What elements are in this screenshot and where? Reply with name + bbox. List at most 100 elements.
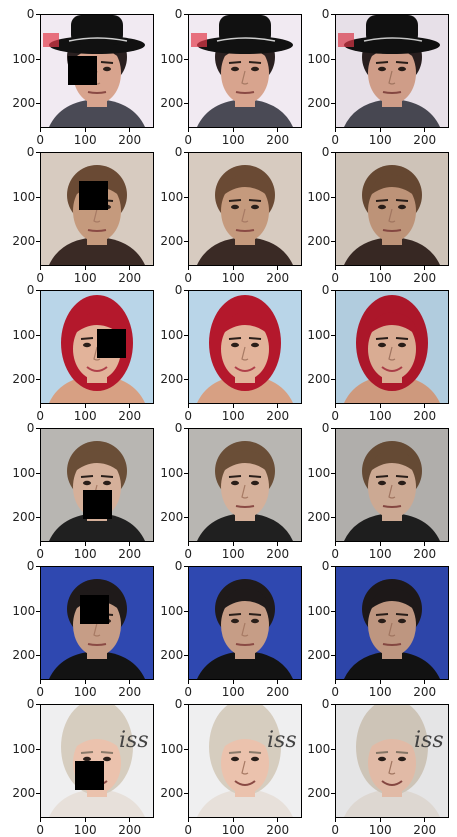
y-tick-label: 100 [307, 741, 331, 756]
tick-mark [232, 266, 234, 270]
x-tick-label: 200 [413, 823, 437, 837]
tick-mark [379, 818, 381, 822]
y-tick-label: 100 [307, 189, 331, 204]
tick-mark [36, 428, 40, 429]
y-tick-label: 200 [307, 372, 331, 387]
tick-mark [331, 517, 335, 519]
y-tick-label: 0 [174, 559, 183, 573]
x-tick-label: 200 [413, 547, 437, 561]
tick-mark [184, 566, 188, 567]
x-tick-label: 100 [221, 409, 245, 423]
occlusion-mask [80, 595, 109, 624]
tick-mark [331, 704, 335, 705]
x-tick-label: 200 [118, 133, 142, 147]
x-tick-label: 0 [36, 823, 45, 837]
tick-mark [40, 542, 41, 546]
y-tick-label: 200 [160, 786, 184, 801]
tick-mark [424, 818, 426, 822]
tick-mark [335, 542, 336, 546]
x-tick-label: 100 [73, 823, 97, 837]
tick-mark [184, 290, 188, 291]
image-panel-r3-c2 [188, 290, 302, 404]
x-tick-label: 200 [413, 133, 437, 147]
occlusion-mask [75, 761, 104, 790]
x-tick-label: 0 [184, 409, 193, 423]
tick-mark [379, 266, 381, 270]
y-tick-label: 200 [160, 648, 184, 663]
y-tick-label: 100 [160, 741, 184, 756]
occlusion-mask [79, 181, 108, 210]
face-image [336, 15, 448, 127]
tick-mark [184, 428, 188, 429]
y-tick-label: 200 [307, 96, 331, 111]
image-panel-r4-c2 [188, 428, 302, 542]
tick-mark [232, 818, 234, 822]
x-tick-label: 100 [221, 823, 245, 837]
tick-mark [36, 241, 40, 243]
y-tick-label: 100 [12, 741, 36, 756]
y-tick-label: 200 [12, 96, 36, 111]
y-tick-label: 0 [26, 145, 35, 159]
x-tick-label: 0 [331, 823, 340, 837]
face-image [336, 429, 448, 541]
tick-mark [84, 404, 86, 408]
tick-mark [36, 103, 40, 105]
figure-grid: 0 100 200 0 100 200 0 100 200 0 100 200 0 100 200 0 100 2… [12, 8, 449, 836]
tick-mark [379, 680, 381, 684]
tick-mark [331, 241, 335, 243]
tick-mark [84, 542, 86, 546]
tick-mark [188, 818, 189, 822]
face-image [189, 15, 301, 127]
image-panel-r6-c2: iss [188, 704, 302, 818]
image-panel-r5-c3 [335, 566, 449, 680]
face-image [336, 291, 448, 403]
tick-mark [188, 266, 189, 270]
x-tick-label: 100 [73, 271, 97, 285]
image-panel-r5-c1 [40, 566, 154, 680]
tick-mark [331, 103, 335, 105]
x-tick-label: 100 [368, 685, 392, 699]
face-image [41, 15, 153, 127]
tick-mark [184, 14, 188, 15]
y-tick-label: 200 [12, 786, 36, 801]
x-tick-label: 100 [221, 685, 245, 699]
tick-mark [84, 128, 86, 132]
y-tick-label: 200 [12, 372, 36, 387]
x-tick-label: 200 [266, 271, 290, 285]
tick-mark [331, 58, 335, 60]
tick-mark [129, 266, 131, 270]
tick-mark [424, 680, 426, 684]
face-image [336, 567, 448, 679]
svg-text:iss: iss [267, 728, 297, 753]
tick-mark [331, 610, 335, 612]
tick-mark [36, 290, 40, 291]
face-image [189, 153, 301, 265]
tick-mark [335, 404, 336, 408]
tick-mark [277, 680, 279, 684]
y-tick-label: 100 [160, 51, 184, 66]
x-tick-label: 100 [73, 547, 97, 561]
x-tick-label: 200 [118, 685, 142, 699]
x-tick-label: 200 [118, 547, 142, 561]
face-image [41, 429, 153, 541]
y-tick-label: 100 [12, 189, 36, 204]
tick-mark [331, 14, 335, 15]
tick-mark [36, 14, 40, 15]
x-tick-label: 200 [413, 271, 437, 285]
tick-mark [331, 379, 335, 381]
x-tick-label: 0 [331, 547, 340, 561]
y-tick-label: 0 [174, 421, 183, 435]
y-tick-label: 100 [160, 465, 184, 480]
tick-mark [379, 542, 381, 546]
y-tick-label: 200 [307, 510, 331, 525]
y-tick-label: 0 [174, 283, 183, 297]
y-tick-label: 100 [307, 327, 331, 342]
x-tick-label: 100 [368, 409, 392, 423]
tick-mark [36, 472, 40, 474]
image-panel-r6-c1: iss [40, 704, 154, 818]
x-tick-label: 0 [331, 133, 340, 147]
tick-mark [129, 680, 131, 684]
y-tick-label: 100 [12, 603, 36, 618]
x-tick-label: 0 [184, 823, 193, 837]
y-tick-label: 0 [321, 145, 330, 159]
